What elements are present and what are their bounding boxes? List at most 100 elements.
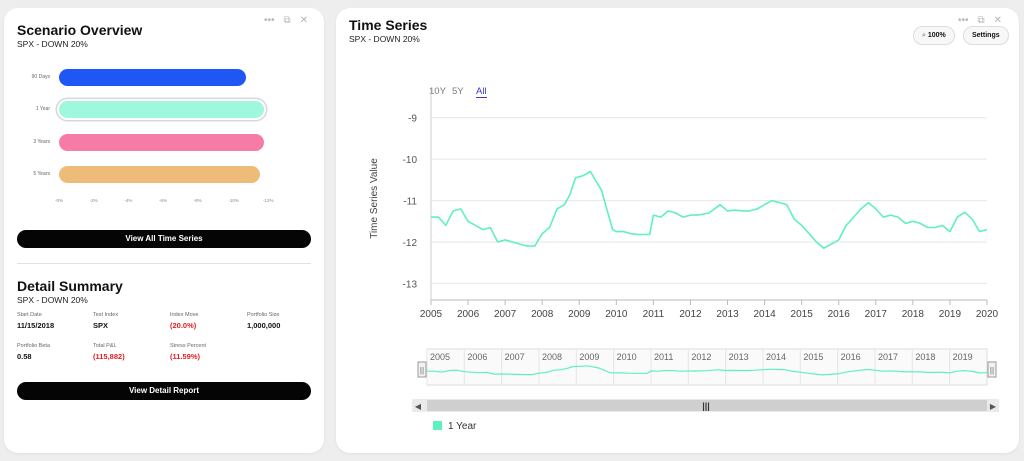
navigator-year-label: 2009	[579, 352, 599, 362]
x-tick-label: -0%	[55, 198, 64, 203]
time-series-title: Time Series	[349, 17, 428, 33]
bar[interactable]	[59, 101, 264, 118]
navigator-year-label: 2006	[467, 352, 487, 362]
scenario-title: Scenario Overview	[17, 22, 143, 38]
time-series-subtitle: SPX - DOWN 20%	[349, 34, 420, 44]
detail-subtitle: SPX - DOWN 20%	[17, 295, 88, 305]
x-tick-label: 2017	[865, 309, 888, 320]
navigator-panel	[426, 348, 988, 386]
start-date-label: Start Date	[17, 312, 42, 318]
navigator-left-handle[interactable]	[417, 361, 427, 378]
x-tick-label: 2011	[643, 309, 665, 320]
test-index-value: SPX	[93, 321, 109, 330]
portfolio-size-value: 1,000,000	[247, 321, 281, 330]
legend-label[interactable]: 1 Year	[448, 421, 477, 432]
view-detail-report-button[interactable]: View Detail Report	[17, 382, 311, 400]
navigator-year-label: 2012	[691, 352, 711, 362]
more-options-icon[interactable]: •••	[958, 15, 969, 26]
x-tick-label: -10%	[228, 198, 239, 203]
x-tick-label: 2005	[420, 309, 443, 320]
more-options-icon[interactable]: •••	[264, 15, 275, 26]
x-tick-label: 2012	[679, 309, 702, 320]
x-tick-label: 2020	[976, 309, 999, 320]
x-tick-label: 2006	[457, 309, 480, 320]
range-10y-button[interactable]: 10Y	[429, 86, 446, 97]
series-line-1-year	[431, 170, 988, 249]
navigator-year-label: 2010	[617, 352, 637, 362]
x-tick-label: 2019	[939, 309, 962, 320]
navigator-year-label: 2008	[542, 352, 562, 362]
x-tick-label: -4%	[124, 198, 133, 203]
start-date-value: 11/15/2018	[17, 321, 55, 330]
navigator-year-label: 2007	[505, 352, 525, 362]
navigator-year-label: 2018	[915, 352, 935, 362]
x-tick-label: -8%	[193, 198, 202, 203]
navigator-year-label: 2019	[953, 352, 973, 362]
navigator-year-label: 2017	[878, 352, 898, 362]
bar[interactable]	[59, 166, 261, 183]
x-tick-label: -2%	[89, 198, 98, 203]
divider	[17, 263, 311, 264]
x-tick-label: 2009	[568, 309, 591, 320]
y-tick-label: -11	[403, 197, 417, 208]
navigator-left-handle-grip: ||	[420, 366, 424, 375]
bar-label: 90 Days	[31, 74, 50, 80]
navigator-year-label: 2005	[430, 352, 450, 362]
index-move-label: Index Move	[170, 312, 199, 318]
navigator-right-handle[interactable]	[987, 361, 997, 378]
x-tick-label: 2016	[828, 309, 851, 320]
close-icon[interactable]: ✕	[993, 15, 1003, 26]
settings-button[interactable]: Settings	[963, 26, 1009, 45]
scenario-subtitle: SPX - DOWN 20%	[17, 39, 88, 49]
range-all-button[interactable]: All	[476, 86, 487, 98]
legend-swatch[interactable]	[433, 421, 442, 430]
time-series-card: ••• ⧉ ✕ Time Series SPX - DOWN 20% ⌕ 100…	[336, 8, 1019, 453]
card-toolbar: ••• ⧉ ✕	[958, 16, 1002, 26]
y-tick-label: -12	[403, 238, 418, 249]
scroll-right-arrow-icon: ▶	[990, 402, 997, 411]
navigator-year-label: 2013	[729, 352, 749, 362]
time-series-chart: -9 -10 -11 -12 -13 Time Series Value 2005 2006 2…	[369, 89, 999, 432]
stress-percent-label: Stress Percent	[170, 343, 207, 349]
x-tick-label: 2008	[531, 309, 554, 320]
x-tick-label: -12%	[263, 198, 274, 203]
popout-icon[interactable]: ⧉	[283, 15, 291, 26]
range-5y-button[interactable]: 5Y	[452, 86, 464, 97]
bar[interactable]	[59, 69, 247, 86]
bar-label: 1 Year	[35, 106, 50, 112]
x-tick-label: 2010	[605, 309, 628, 320]
y-axis-title: Time Series Value	[369, 158, 380, 239]
total-pnl-value: (115,882)	[93, 352, 125, 361]
stress-percent-value: (11.59%)	[170, 352, 201, 361]
view-all-time-series-button[interactable]: View All Time Series	[17, 230, 311, 248]
navigator-year-label: 2016	[841, 352, 861, 362]
index-move-value: (20.0%)	[170, 321, 197, 330]
y-tick-label: -10	[403, 155, 418, 166]
bar[interactable]	[59, 134, 264, 151]
total-pnl-label: Total P&L	[93, 343, 117, 349]
card-toolbar: ••• ⧉ ✕	[264, 16, 308, 26]
magnifier-icon: ⌕	[922, 32, 926, 39]
navigator-year-label: 2014	[766, 352, 786, 362]
y-tick-label: -9	[408, 114, 417, 125]
x-tick-label: 2007	[494, 309, 517, 320]
x-tick-label: -6%	[159, 198, 168, 203]
x-tick-label: 2015	[791, 309, 814, 320]
scrollbar-grip-icon: |||	[702, 401, 710, 411]
navigator-right-handle-grip: ||	[990, 366, 994, 375]
scenario-overview-card: ••• ⧉ ✕ Scenario Overview SPX - DOWN 20%…	[4, 8, 324, 453]
portfolio-size-label: Portfolio Size	[247, 312, 280, 318]
portfolio-beta-value: 0.58	[17, 352, 32, 361]
y-tick-label: -13	[403, 279, 418, 290]
test-index-label: Test Index	[93, 312, 119, 318]
x-tick-label: 2013	[716, 309, 739, 320]
navigator-year-label: 2011	[654, 352, 673, 362]
scrollbar-thumb[interactable]	[427, 400, 987, 411]
popout-icon[interactable]: ⧉	[977, 15, 985, 26]
bar-label: 5 Years	[33, 171, 50, 177]
bar-label: 3 Years	[33, 139, 50, 145]
portfolio-beta-label: Portfolio Beta	[17, 343, 51, 349]
x-tick-label: 2014	[753, 309, 776, 320]
zoom-button[interactable]: ⌕ 100%	[913, 26, 955, 45]
close-icon[interactable]: ✕	[299, 15, 309, 26]
